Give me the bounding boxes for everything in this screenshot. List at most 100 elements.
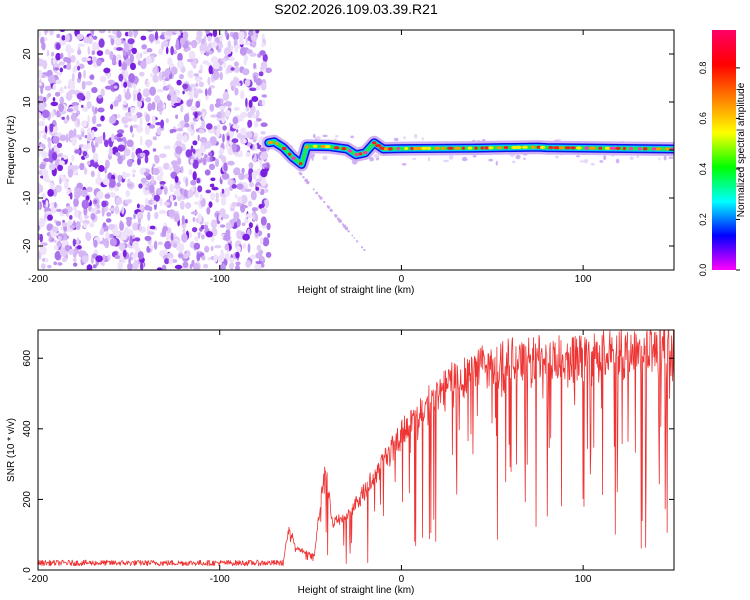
noise-speck [244,217,248,222]
noise-speck [214,158,220,167]
noise-speck [158,48,164,55]
noise-speck [98,38,105,48]
noise-speck [54,239,57,244]
noise-speck [260,66,264,71]
noise-speck [233,38,238,48]
noise-speck [233,61,239,67]
noise-speck [157,187,163,195]
noise-speck [102,222,107,227]
noise-speck [195,100,201,108]
noise-speck [132,240,139,250]
noise-speck [152,74,159,83]
noise-speck [137,157,141,166]
noise-speck [252,213,256,221]
noise-speck [44,30,49,33]
noise-speck [182,83,189,90]
noise-speck [43,131,47,140]
noise-speck [250,190,257,201]
noise-speck [238,31,245,41]
snr-x-axis: -200 -100 0 100 [28,330,592,585]
noise-speck [164,68,171,77]
noise-speck [142,88,150,98]
noise-speck [192,63,197,69]
noise-speck [239,38,244,45]
noise-speck [235,264,240,270]
noise-speck [122,171,127,180]
noise-speck [254,263,262,270]
noise-speck [87,114,90,125]
track-peak [288,152,292,156]
scatter-speck [681,151,687,155]
noise-speck [110,104,114,110]
noise-speck [175,114,179,120]
noise-speck [221,173,230,180]
noise-speck [199,147,206,154]
noise-speck [167,57,173,66]
noise-speck [117,144,126,152]
noise-speck [104,139,109,148]
noise-speck [91,87,98,94]
noise-speck [223,60,226,69]
noise-speck [111,60,117,66]
noise-speck [249,181,254,188]
track-peak [312,144,318,148]
noise-speck [137,217,141,225]
noise-speck [69,192,73,200]
noise-speck [82,151,88,157]
noise-speck [87,142,91,150]
noise-speck [143,171,150,176]
noise-speck [45,211,52,215]
track-peak [324,145,331,149]
track-peak [480,146,484,150]
noise-speck [117,261,123,270]
noise-speck [151,101,156,111]
noise-speck [236,129,239,133]
noise-speck [261,177,267,187]
noise-speck [189,263,193,270]
snr-y-label: SNR (10 * v/v) [6,418,17,482]
noise-speck [117,174,122,183]
noise-speck [55,71,63,76]
noise-speck [236,218,241,227]
noise-speck [38,131,41,140]
noise-speck [129,235,133,245]
noise-speck [193,73,199,77]
noise-speck [178,253,184,258]
noise-speck [71,112,77,122]
track-peak [281,146,287,151]
track-peak [651,147,657,151]
noise-speck [184,122,190,128]
noise-speck [258,99,263,106]
noise-speck [169,129,177,133]
noise-speck [224,30,228,37]
track-peak [558,146,565,150]
noise-speck [66,108,74,112]
noise-speck [77,65,81,71]
x-tick-label: 100 [575,574,592,585]
noise-speck [243,57,247,66]
noise-speck [182,134,188,143]
noise-speck [229,257,235,263]
noise-speck [148,199,154,205]
noise-speck [193,263,200,270]
noise-speck [148,33,155,43]
track-peak [413,146,419,151]
noise-speck [209,156,213,162]
noise-speck [208,163,216,170]
scatter-speck [315,136,321,140]
track-peak [467,146,473,150]
noise-speck [71,102,80,107]
noise-speck [57,262,63,266]
noise-speck [123,100,127,106]
noise-speck [145,113,151,123]
noise-speck [152,148,157,152]
noise-speck [139,117,143,127]
colorbar-ticks: 0.0 0.2 0.4 0.6 0.8 [698,62,740,276]
noise-speck [57,241,62,248]
noise-speck [232,31,240,41]
noise-speck [49,123,54,133]
noise-speck [42,109,50,119]
track-peak [536,145,541,149]
noise-speck [91,50,96,56]
noise-speck [69,137,78,142]
